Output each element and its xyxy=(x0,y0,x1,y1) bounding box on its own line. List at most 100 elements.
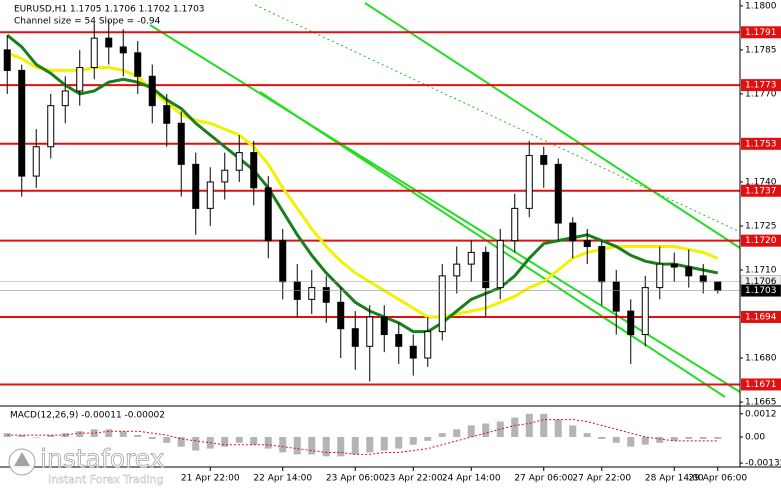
macd-bar xyxy=(482,423,490,437)
candle-body xyxy=(3,49,11,71)
macd-bar xyxy=(540,413,548,437)
x-tick-label: 28 Apr 14:00 xyxy=(645,474,704,484)
y-tick-label: 0.00 xyxy=(745,433,765,443)
candle-body xyxy=(496,240,504,289)
macd-bar xyxy=(699,437,707,439)
level-label: 1.1791 xyxy=(745,28,777,38)
level-label-box xyxy=(741,137,781,150)
signal-line xyxy=(7,419,718,455)
macd-bar xyxy=(685,437,693,439)
candle-body xyxy=(351,328,359,347)
level-label: 1.1773 xyxy=(745,81,777,91)
macd-bar xyxy=(32,437,40,438)
price-marker: 1.1706 xyxy=(745,277,777,287)
macd-bar xyxy=(366,437,374,453)
macd-bar xyxy=(438,433,446,437)
macd-bar xyxy=(569,425,577,437)
macd-bar xyxy=(308,437,316,455)
chart-title: EURUSD,H1 1.1705 1.1706 1.1702 1.1703 xyxy=(14,5,205,15)
candle-body xyxy=(714,281,722,292)
candle-body xyxy=(482,251,490,289)
candle-body xyxy=(409,345,417,359)
candle-body xyxy=(221,169,229,183)
candle-body xyxy=(134,52,142,77)
candle-body xyxy=(670,263,678,268)
moving-average xyxy=(6,34,719,334)
candle-body xyxy=(641,287,649,336)
macd-bar xyxy=(18,435,26,437)
x-tick-label: 24 Apr 14:00 xyxy=(442,474,501,484)
candle-body xyxy=(148,75,156,107)
macd-bar xyxy=(351,437,359,455)
y-tick-label: 1.1770 xyxy=(745,89,777,99)
candle-body xyxy=(395,334,403,347)
candle-body xyxy=(308,287,316,300)
candle-body xyxy=(76,67,84,92)
level-label-box xyxy=(741,184,781,197)
x-tick-label: 23 Apr 22:00 xyxy=(384,474,443,484)
x-tick-label: 21 Apr 22:00 xyxy=(181,474,240,484)
logo-icon xyxy=(14,452,30,466)
level-label: 1.1720 xyxy=(745,236,777,246)
watermark: instaforex Instant Forex Trading xyxy=(8,444,165,486)
macd-title: MACD(12,26,9) -0.00011 -0.00002 xyxy=(10,411,165,421)
candle-body xyxy=(627,310,635,336)
candle-body xyxy=(699,275,707,283)
candle-body xyxy=(322,287,330,303)
macd-bar xyxy=(467,425,475,437)
candle-body xyxy=(177,122,185,165)
macd-bar xyxy=(76,431,84,437)
candle-body xyxy=(569,222,577,242)
candle-body xyxy=(380,316,388,336)
candle-body xyxy=(525,155,533,209)
y-tick-label: 1.1680 xyxy=(745,354,777,364)
candle-body xyxy=(264,187,272,242)
macd-bar xyxy=(395,437,403,449)
candle-body xyxy=(337,301,345,330)
macd-bar xyxy=(525,413,533,437)
candle-body xyxy=(47,105,55,148)
candle-body xyxy=(90,37,98,68)
price-marker: 1.1703 xyxy=(745,286,777,296)
candle-body xyxy=(598,246,606,283)
macd-bar xyxy=(511,417,519,437)
candle-body xyxy=(583,240,591,248)
macd-bar xyxy=(641,437,649,445)
candle-body xyxy=(32,146,40,177)
level-label-box xyxy=(741,79,781,92)
candle-body xyxy=(250,152,258,189)
chart-subtitle: Channel size = 54 Slope = -0.94 xyxy=(14,17,161,27)
level-label: 1.1671 xyxy=(745,380,777,390)
y-tick-label: 1.1710 xyxy=(745,266,777,276)
level-label-box xyxy=(741,310,781,323)
y-tick-label: 1.1665 xyxy=(745,398,777,408)
candle-body xyxy=(511,207,519,242)
level-label-box xyxy=(741,234,781,247)
macd-bar xyxy=(192,437,200,451)
channel-line xyxy=(364,2,741,249)
macd-bar xyxy=(264,437,272,449)
candle-body xyxy=(105,37,113,48)
candle-body xyxy=(540,155,548,165)
channel-mid xyxy=(254,4,741,233)
candle-body xyxy=(18,69,26,177)
candle-body xyxy=(685,266,693,277)
x-tick-label: 27 Apr 06:00 xyxy=(514,474,573,484)
macd-bar xyxy=(380,437,388,451)
macd-bar xyxy=(235,437,243,443)
level-label: 1.1694 xyxy=(745,312,777,322)
level-label-box xyxy=(741,26,781,39)
macd-bar xyxy=(554,419,562,437)
candle-body xyxy=(206,181,214,209)
macd-bar xyxy=(656,437,664,443)
logo-name: instaforex xyxy=(40,444,165,473)
macd-bar xyxy=(583,433,591,437)
y-tick-label: 1.1740 xyxy=(745,177,777,187)
candle-body xyxy=(467,251,475,265)
channel-line xyxy=(149,24,741,393)
macd-bar xyxy=(250,437,258,445)
x-tick-label: 22 Apr 14:00 xyxy=(253,474,312,484)
y-tick-label: -0.00135 xyxy=(745,459,781,469)
macd-bar xyxy=(337,437,345,457)
candle-body xyxy=(61,90,69,107)
